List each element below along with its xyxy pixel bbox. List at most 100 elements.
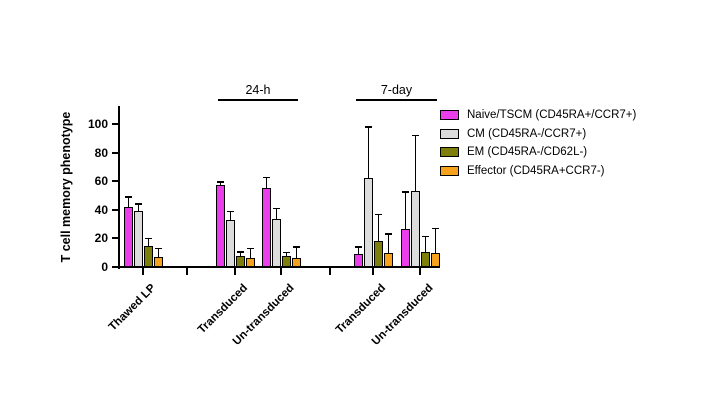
y-tick-label: 60 [94, 174, 108, 189]
bar [374, 240, 383, 267]
bar [411, 191, 420, 267]
error-bar-cap [365, 126, 372, 128]
section-underline [356, 99, 437, 102]
error-bar-cap [135, 203, 142, 205]
error-bar-stem [434, 228, 437, 253]
error-bar-cap [155, 247, 162, 250]
bar [236, 256, 245, 267]
error-bar-stem [357, 246, 360, 255]
error-bar-stem [414, 135, 417, 192]
error-bar-stem [295, 246, 298, 259]
legend-swatch [440, 128, 459, 139]
error-bar-cap [145, 237, 152, 240]
y-axis-title: T cell memory phenotype [59, 111, 73, 263]
x-axis-tick [280, 268, 282, 276]
error-bar-stem [367, 126, 370, 179]
error-bar-stem [239, 251, 242, 257]
error-bar-stem [157, 248, 160, 257]
x-tick-label: Thawed LP [107, 282, 159, 334]
bar [226, 219, 235, 267]
error-bar-stem [265, 177, 268, 188]
x-axis-tick [186, 268, 188, 276]
error-bar-cap [402, 191, 409, 193]
error-bar-stem [219, 181, 222, 186]
error-bar-cap [283, 252, 290, 254]
y-axis-tick [112, 180, 118, 183]
bar [272, 219, 281, 267]
chart-legend: Naive/TSCM (CD45RA+/CCR7+) CM (CD45RA-/CC… [440, 106, 636, 180]
error-bar-stem [275, 208, 278, 220]
y-tick-label: 40 [94, 202, 108, 217]
section-label: 24-h [245, 83, 271, 97]
bar [282, 255, 291, 267]
error-bar-cap [293, 246, 300, 248]
error-bar-cap [385, 233, 392, 235]
legend-label: Naive/TSCM (CD45RA+/CCR7+) [467, 109, 637, 122]
error-bar-cap [237, 251, 244, 253]
y-axis-tick [112, 237, 118, 240]
y-axis-tick [112, 208, 118, 211]
legend-label: EM (CD45RA-/CD62L-) [467, 146, 588, 159]
legend-item: Effector (CD45RA+CCR7-) [440, 162, 636, 181]
x-axis-tick [419, 268, 421, 276]
bar [216, 185, 225, 267]
legend-swatch [440, 147, 459, 158]
x-axis-tick [142, 268, 144, 276]
legend-item: Naive/TSCM (CD45RA+/CCR7+) [440, 106, 636, 125]
error-bar-stem [404, 191, 407, 230]
y-tick-label: 80 [94, 145, 108, 160]
bar [154, 256, 163, 267]
legend-item: CM (CD45RA-/CCR7+) [440, 125, 636, 144]
error-bar-stem [387, 234, 390, 254]
y-axis-line [118, 106, 121, 269]
bar [401, 229, 410, 267]
bar [292, 258, 301, 267]
bar [262, 187, 271, 267]
error-bar-cap [125, 196, 132, 198]
bar [124, 206, 133, 267]
x-axis-tick [372, 268, 374, 276]
section-underline [218, 99, 298, 102]
error-bar-cap [247, 247, 254, 250]
bar [354, 254, 363, 267]
y-tick-label: 0 [101, 260, 108, 274]
bar [246, 258, 255, 267]
error-bar-cap [432, 227, 439, 230]
error-bar-cap [217, 181, 224, 183]
y-axis-tick [112, 151, 118, 154]
error-bar-stem [377, 214, 380, 241]
error-bar-cap [375, 214, 382, 216]
error-bar-stem [249, 248, 252, 259]
error-bar-cap [273, 207, 280, 210]
legend-swatch [440, 165, 459, 176]
error-bar-cap [412, 134, 419, 137]
y-tick-label: 100 [87, 117, 108, 131]
y-axis-tick [112, 123, 118, 125]
x-axis-tick [329, 268, 331, 276]
bar [134, 211, 143, 267]
error-bar-cap [263, 176, 270, 179]
bar [421, 251, 430, 267]
x-axis-tick [234, 268, 236, 276]
bar [144, 245, 153, 267]
y-axis-tick [112, 266, 118, 268]
error-bar-cap [355, 246, 362, 248]
legend-swatch [440, 110, 459, 121]
error-bar-stem [137, 204, 140, 212]
bar [364, 178, 373, 267]
legend-label: Effector (CD45RA+CCR7-) [467, 164, 605, 177]
error-bar-cap [227, 210, 234, 212]
error-bar-stem [229, 211, 232, 220]
legend-label: CM (CD45RA-/CCR7+) [467, 127, 587, 140]
error-bar-stem [147, 238, 150, 246]
error-bar-stem [424, 236, 427, 252]
bar [431, 252, 440, 267]
bar [384, 253, 393, 267]
error-bar-cap [422, 235, 429, 237]
error-bar-stem [127, 196, 130, 207]
x-axis-line [118, 266, 440, 269]
legend-item: EM (CD45RA-/CD62L-) [440, 143, 636, 162]
y-tick-label: 20 [94, 231, 108, 246]
